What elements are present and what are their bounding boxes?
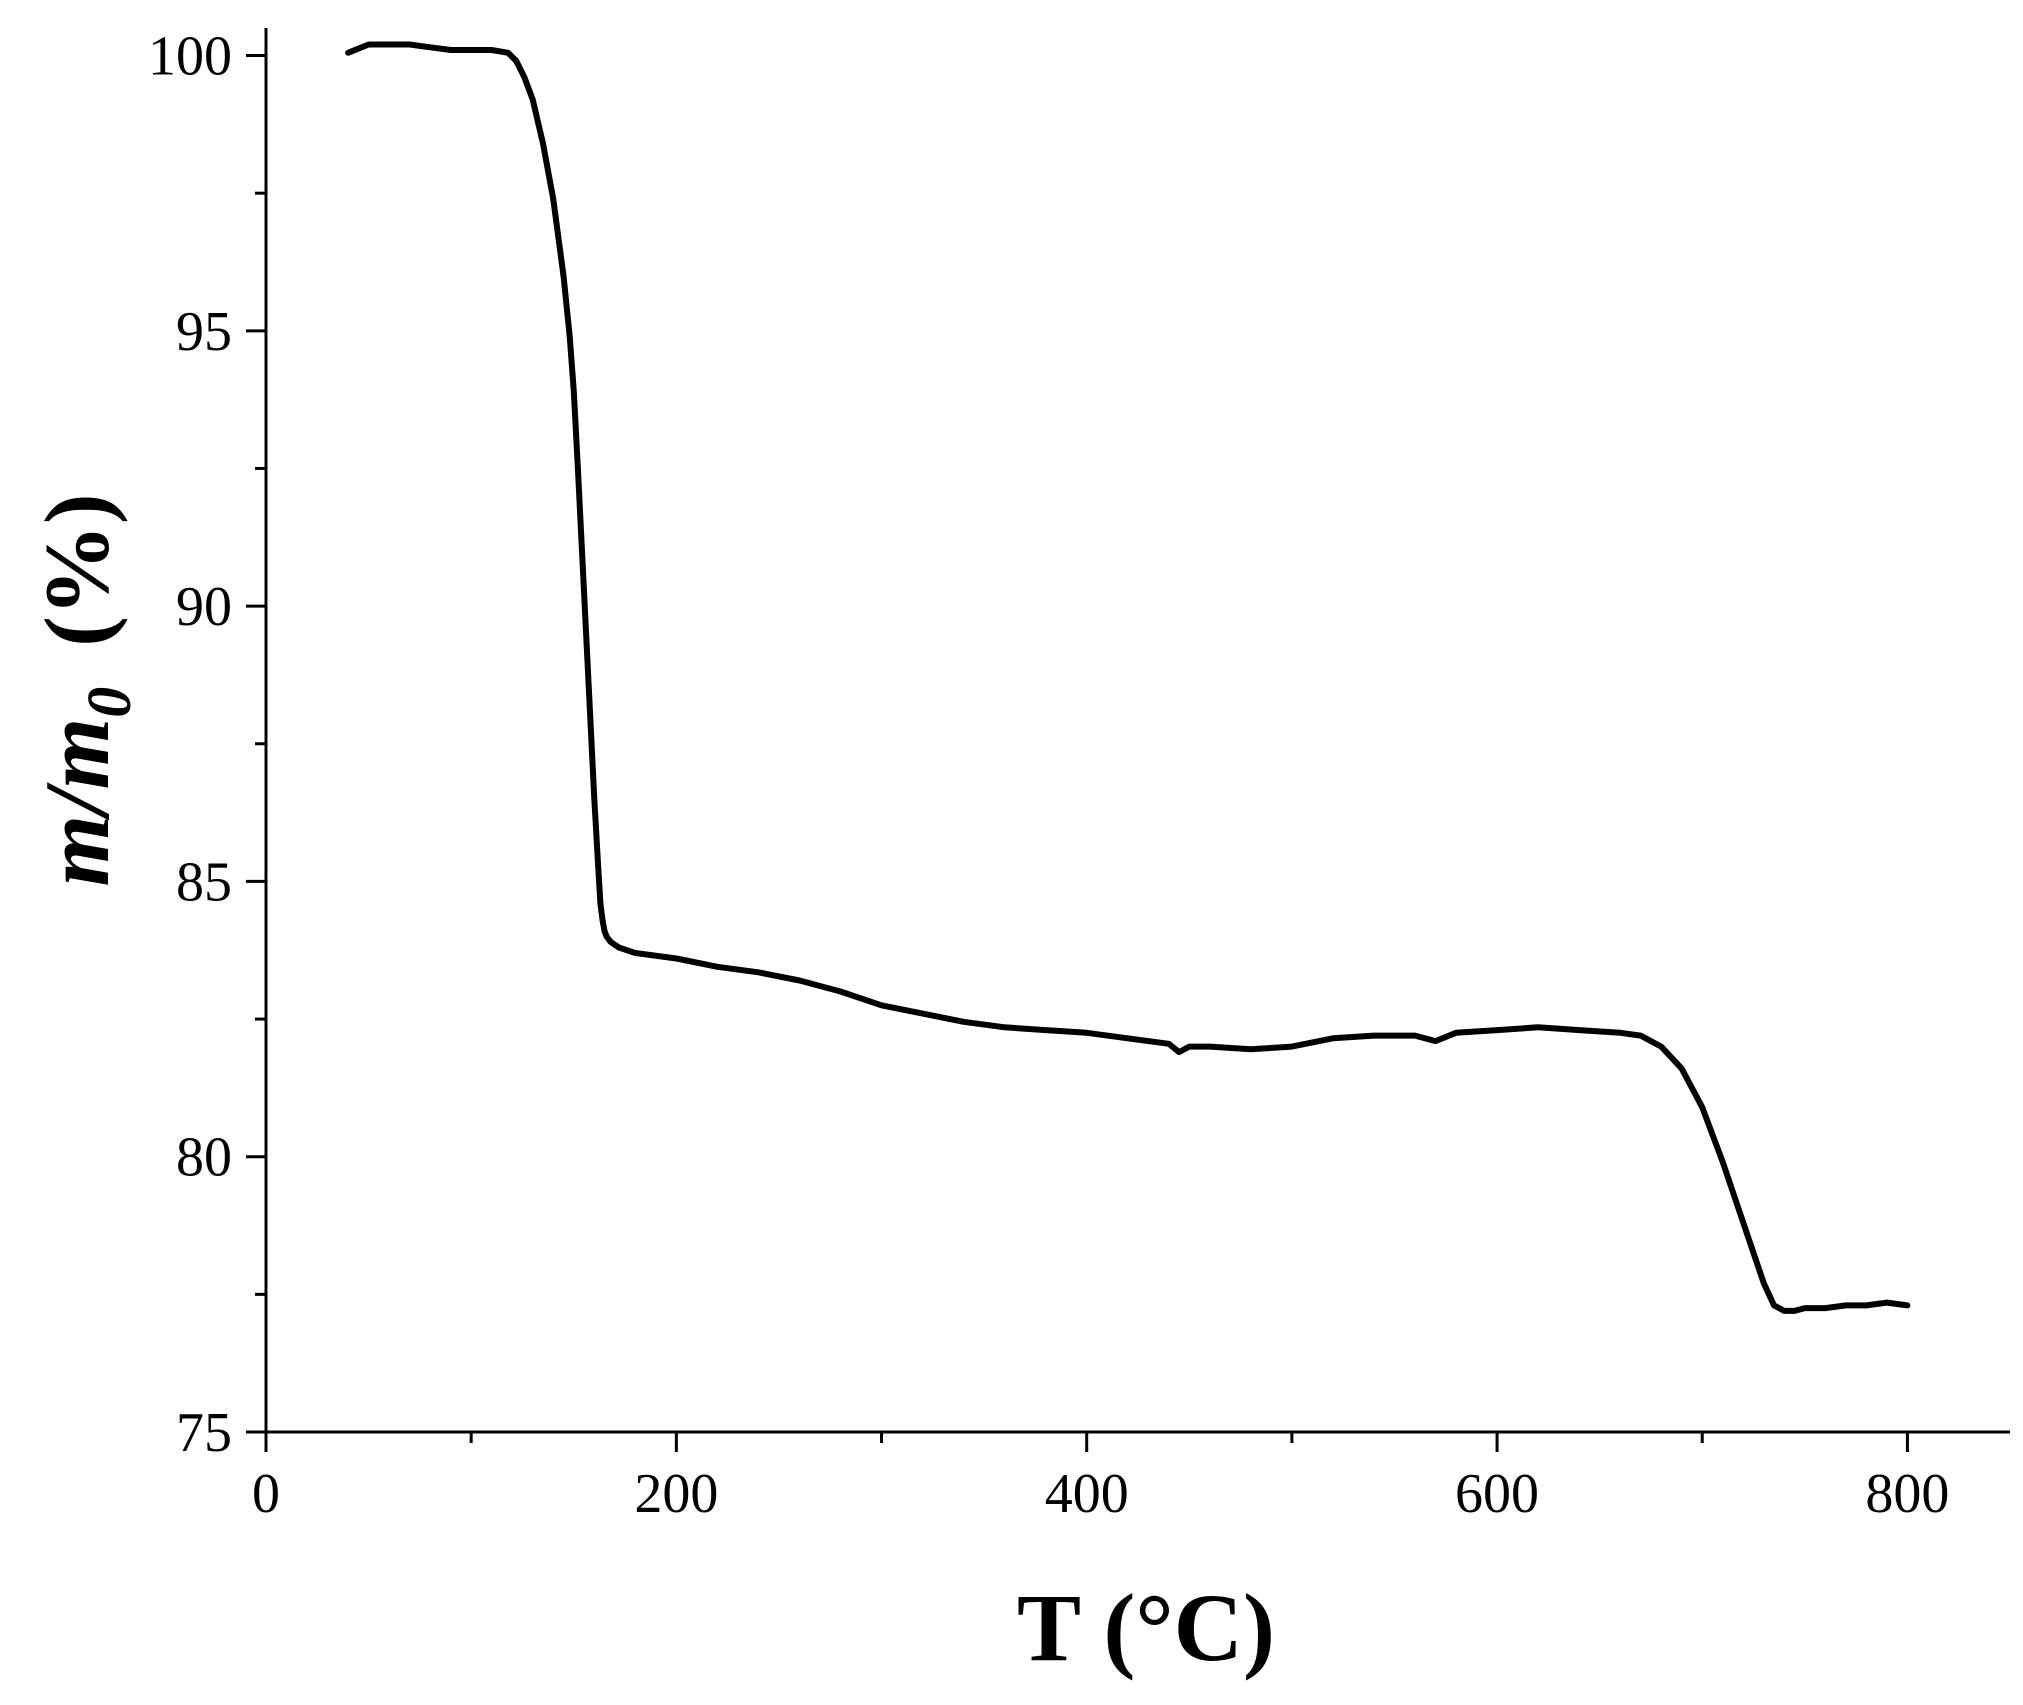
series-layer: [345, 41, 1911, 1314]
y-axis-title-main: m/m: [26, 718, 128, 887]
y-axis-title-unit: (%): [26, 494, 128, 647]
y-tick-label: 95: [176, 301, 232, 363]
y-axis-title: m/m0 (%): [26, 494, 144, 887]
y-tick-label: 90: [176, 576, 232, 638]
y-tick-label: 85: [176, 851, 232, 913]
y-axis-ticks: 75 80 85 90 95 100: [148, 26, 266, 1464]
y-axis-title-subscript: 0: [76, 687, 144, 718]
x-tick-label: 400: [1045, 1463, 1129, 1525]
y-tick-label: 75: [176, 1402, 232, 1464]
x-tick-label: 600: [1455, 1463, 1539, 1525]
x-axis-title: T (°C): [1017, 1574, 1275, 1681]
y-tick-label: 100: [148, 26, 232, 88]
series-line: [345, 41, 1911, 1314]
x-tick-label: 0: [252, 1463, 280, 1525]
y-tick-label: 80: [176, 1127, 232, 1189]
plot-area: 0 200 400 600 800 75 80 85 90 95 100: [148, 26, 2010, 1525]
x-axis-ticks: 0 200 400 600 800: [252, 1432, 1949, 1525]
x-tick-label: 200: [634, 1463, 718, 1525]
x-tick-label: 800: [1865, 1463, 1949, 1525]
